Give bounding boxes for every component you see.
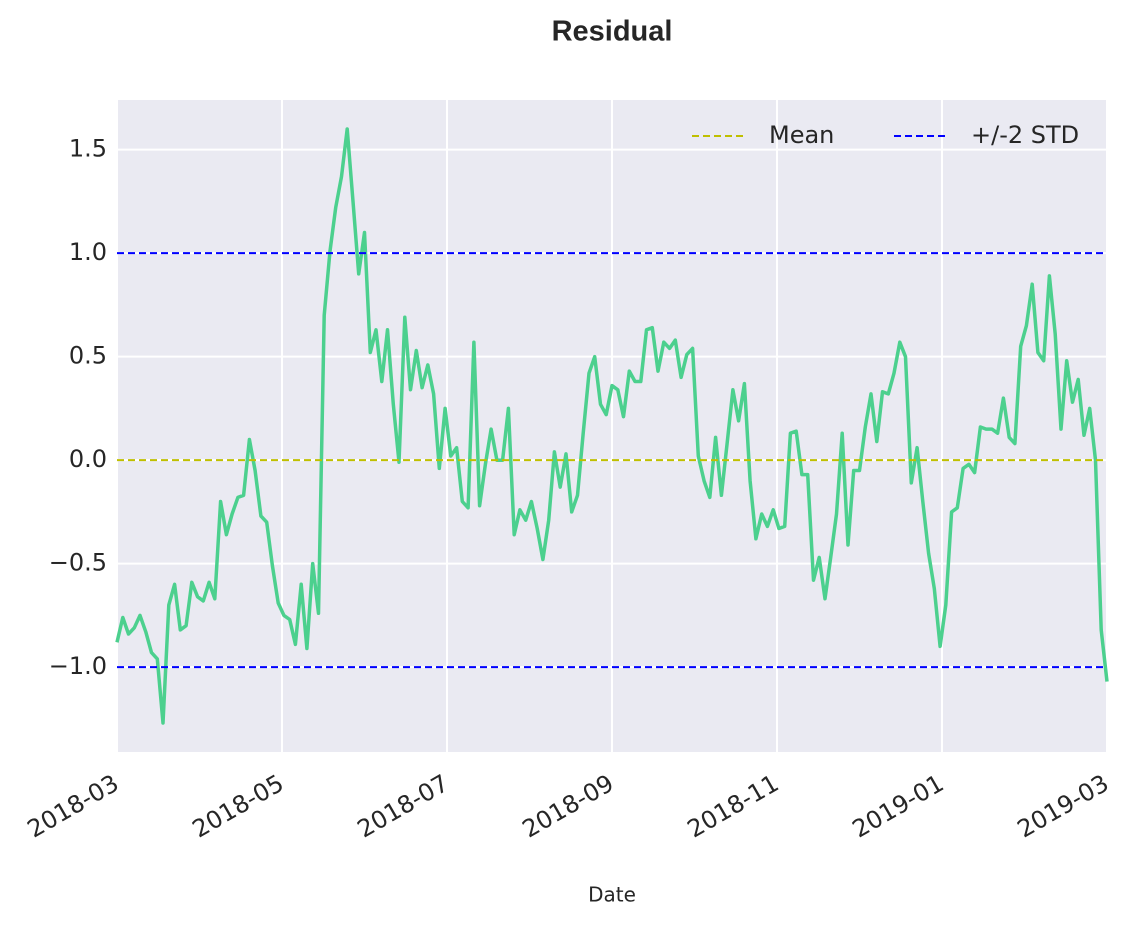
y-tick-label: −0.5 [49,549,107,577]
y-tick-label: 0.5 [69,342,107,370]
x-tick-label: 2018-07 [353,769,454,843]
x-tick-label: 2019-03 [1013,769,1114,843]
x-tick-label: 2018-05 [188,769,289,843]
x-tick-label: 2018-09 [518,769,619,843]
legend-label: +/-2 STD [971,121,1079,149]
x-axis-label: Date [588,883,636,907]
chart-title: Residual [552,16,673,48]
x-tick-label: 2018-03 [23,769,124,843]
y-tick-label: 1.5 [69,135,107,163]
y-tick-label: −1.0 [49,652,107,680]
residual-line [115,127,1109,725]
x-tick-label: 2018-11 [683,769,784,843]
y-tick-label: 1.0 [69,238,107,266]
y-tick-label: 0.0 [69,445,107,473]
x-tick-label: 2019-01 [848,769,949,843]
legend-label: Mean [769,121,834,149]
